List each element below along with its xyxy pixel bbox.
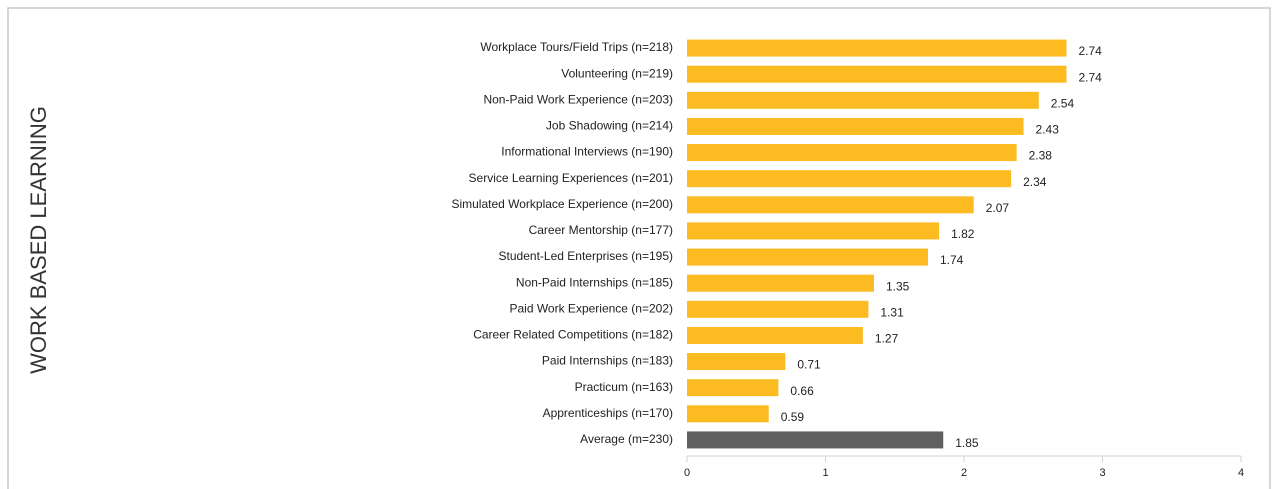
y-tick-label: Simulated Workplace Experience (n=200) — [451, 197, 673, 211]
bar — [687, 353, 786, 371]
y-tick-label: Job Shadowing (n=214) — [546, 119, 673, 133]
y-tick-label: Paid Work Experience (n=202) — [509, 301, 673, 315]
y-tick-label: Student-Led Enterprises (n=195) — [499, 249, 673, 263]
value-label: 2.43 — [1036, 123, 1060, 137]
y-tick-label: Career Mentorship (n=177) — [529, 223, 673, 237]
value-label: 2.34 — [1023, 175, 1047, 189]
bar — [687, 326, 863, 344]
value-label: 1.82 — [951, 227, 975, 241]
value-label: 0.66 — [790, 384, 814, 398]
bar — [687, 379, 779, 397]
y-tick-label: Average (m=230) — [580, 432, 673, 446]
value-label: 2.07 — [986, 201, 1010, 215]
bar — [687, 196, 974, 214]
value-label: 2.74 — [1078, 44, 1102, 58]
y-tick-label: Service Learning Experiences (n=201) — [469, 171, 673, 185]
value-label: 0.59 — [781, 410, 805, 424]
y-tick-label: Apprenticeships (n=170) — [543, 406, 673, 420]
value-label: 2.54 — [1051, 96, 1075, 110]
y-axis-label: WORK BASED LEARNING — [26, 106, 51, 374]
value-label: 1.85 — [955, 436, 979, 450]
value-label: 2.74 — [1078, 70, 1102, 84]
bar — [687, 91, 1039, 109]
x-tick-label: 4 — [1238, 467, 1244, 479]
bar — [687, 144, 1017, 162]
bar — [687, 300, 869, 318]
y-tick-label: Informational Interviews (n=190) — [501, 145, 673, 159]
x-tick-label: 1 — [822, 467, 828, 479]
bar — [687, 274, 874, 292]
value-label: 2.38 — [1029, 149, 1053, 163]
y-tick-label: Volunteering (n=219) — [561, 66, 673, 80]
bar — [687, 170, 1012, 188]
x-tick-label: 0 — [684, 467, 690, 479]
bar — [687, 39, 1067, 57]
y-tick-label: Practicum (n=163) — [575, 380, 673, 394]
bar — [687, 431, 944, 449]
bar — [687, 222, 940, 240]
bar — [687, 405, 769, 423]
value-label: 1.31 — [880, 305, 904, 319]
bar — [687, 65, 1067, 83]
y-tick-label: Non-Paid Internships (n=185) — [516, 275, 673, 289]
value-label: 1.35 — [886, 279, 910, 293]
frame — [7, 7, 1271, 489]
y-tick-label: Paid Internships (n=183) — [542, 354, 673, 368]
y-tick-label: Non-Paid Work Experience (n=203) — [483, 92, 673, 106]
value-label: 1.27 — [875, 332, 899, 346]
bar — [687, 248, 928, 266]
bar — [687, 117, 1024, 135]
y-tick-label: Career Related Competitions (n=182) — [473, 328, 673, 342]
value-label: 0.71 — [797, 358, 821, 372]
value-label: 1.74 — [940, 253, 964, 267]
x-tick-label: 2 — [961, 467, 967, 479]
y-tick-label: Workplace Tours/Field Trips (n=218) — [480, 40, 673, 54]
x-tick-label: 3 — [1099, 467, 1105, 479]
